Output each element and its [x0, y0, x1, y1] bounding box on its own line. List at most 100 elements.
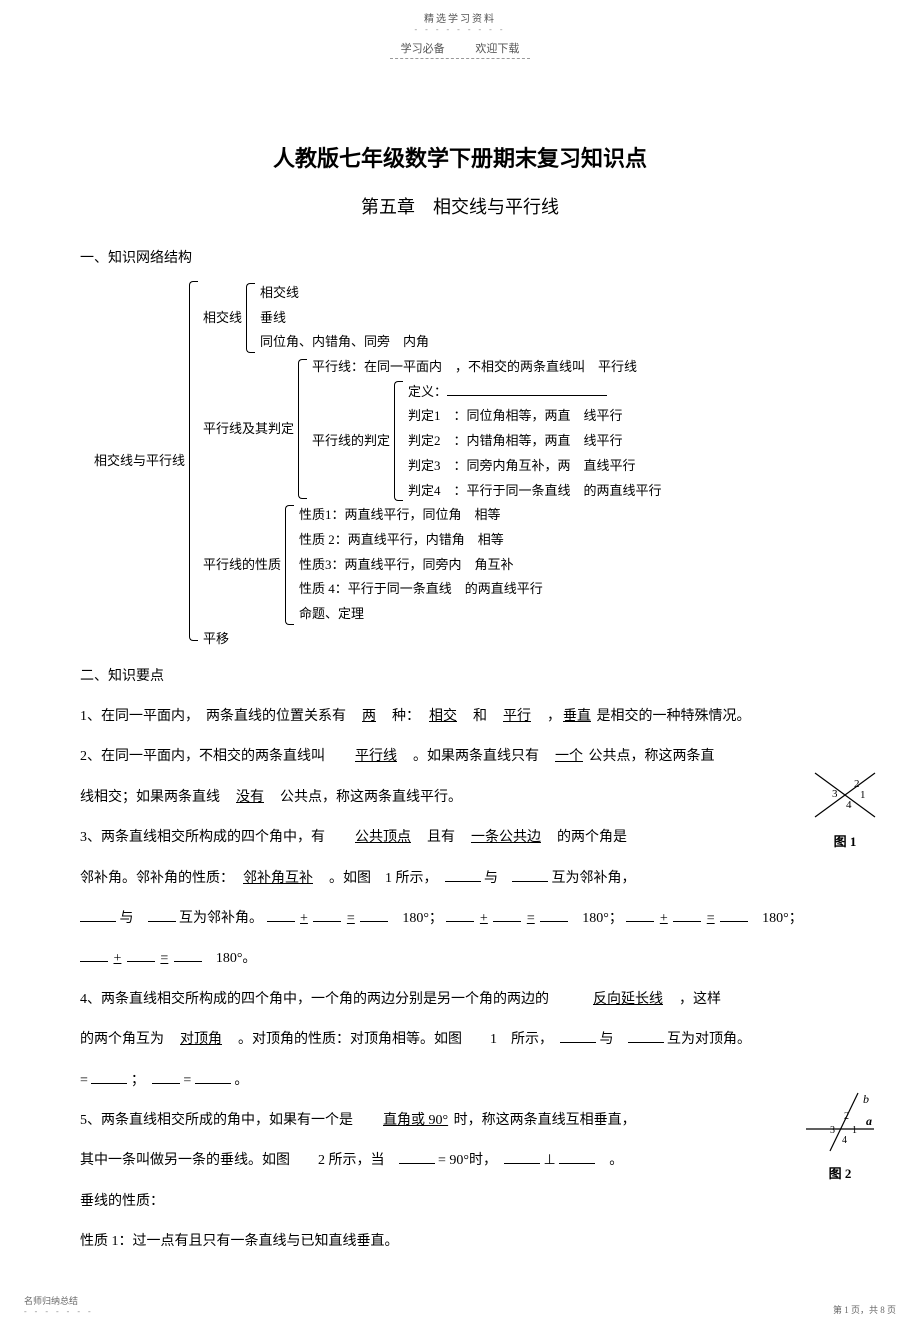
section-2-heading: 二、知识要点 [80, 665, 840, 685]
tree-n3a: 性质1：两直线平行，同位角 相等 [295, 503, 547, 528]
p2b: 平行线 [353, 749, 399, 764]
body-text: 2 1 3 4 图 1 b a 2 1 3 4 图 2 1、在同一平面内， 两条… [80, 699, 840, 1260]
p3p: 180°。 [216, 951, 257, 966]
p4k: = [183, 1073, 191, 1088]
fig2-n4: 4 [842, 1135, 847, 1146]
fig2-b: b [863, 1092, 869, 1106]
p3c: 且有 [413, 830, 469, 845]
tree-n1b: 垂线 [256, 306, 433, 331]
p1b: 两 [360, 709, 378, 724]
para-3d: + = 180°。 [80, 941, 840, 977]
para-4b: 的两个角互为 对顶角 。对顶角的性质：对顶角相等。如图 1 所示， 与 互为对顶… [80, 1022, 840, 1058]
content: 人教版七年级数学下册期末复习知识点 第五章 相交线与平行线 一、知识网络结构 相… [0, 61, 920, 1284]
tree-n2b0: 定义： [404, 380, 666, 405]
para-3b: 邻补角。邻补角的性质： 邻补角互补 。如图 1 所示， 与 互为邻补角， [80, 861, 840, 897]
para-3c: 与 互为邻补角。 + = 180°； + = 180°； + = 180°； [80, 901, 840, 937]
p4e: 对顶角 [178, 1032, 224, 1047]
p2e: 公共点，称这两条直 [585, 749, 715, 764]
p3g: 邻补角互补 [241, 871, 315, 886]
para-5d: 性质 1：过一点有且只有一条直线与已知直线垂直。 [80, 1224, 840, 1260]
p3n3: = [705, 911, 717, 926]
tree-root: 相交线与平行线 [90, 449, 189, 474]
tree-n3d: 性质 4：平行于同一条直线 的两直线平行 [295, 577, 547, 602]
tree-n2a: 平行线：在同一平面内 ，不相交的两条直线叫 平行线 [308, 355, 666, 380]
tree-n3b: 性质 2：两直线平行，内错角 相等 [295, 528, 547, 553]
p4a: 4、两条直线相交所构成的四个角中，一个角的两边分别是另一个角的两边的 [80, 992, 591, 1007]
p5b: 直角或 90° [381, 1113, 450, 1128]
p3o3: 180°； [762, 911, 803, 926]
para-3: 3、两条直线相交所构成的四个角中，有 公共顶点 且有 一条公共边 的两个角是 [80, 820, 840, 856]
tree-n2b3: 判定3 ：同旁内角互补，两 直线平行 [404, 454, 666, 479]
p4g: 与 [600, 1032, 628, 1047]
p1c: 种： [378, 709, 427, 724]
p2g: 没有 [234, 790, 266, 805]
tree-n1: 相交线 [199, 306, 246, 331]
p1i: 是相交的一种特殊情况。 [593, 709, 751, 724]
header-divider [390, 58, 530, 59]
header-sub: 学习必备 欢迎下载 [0, 40, 920, 56]
footer-left: 名师归纳总结 - - - - - - - [24, 1294, 94, 1316]
tree-n1a: 相交线 [256, 281, 433, 306]
para-4c: = ； = 。 [80, 1063, 840, 1099]
fig1-n1: 1 [860, 789, 866, 801]
p1h: 垂直 [561, 709, 593, 724]
p1g: ， [533, 709, 561, 724]
p3n2: = [525, 911, 537, 926]
p4i1: = [80, 1073, 88, 1088]
p3m4: + [112, 951, 124, 966]
p3n1: = [345, 911, 357, 926]
fig2-a: a [866, 1114, 872, 1128]
p3m2: + [478, 911, 490, 926]
p3m3: + [658, 911, 670, 926]
p4c: ，这样 [665, 992, 721, 1007]
knowledge-tree: 相交线与平行线 相交线 相交线 垂线 同位角、内错角、同旁 内角 平行线及其判定 [90, 281, 840, 641]
fig1-n4: 4 [846, 799, 852, 811]
p3a: 3、两条直线相交所构成的四个角中，有 [80, 830, 353, 845]
p2c: 。如果两条直线只有 [399, 749, 553, 764]
p5c: 时，称这两条直线互相垂直， [450, 1113, 636, 1128]
para-5c: 垂线的性质： [80, 1184, 840, 1220]
figure-2: b a 2 1 3 4 图 2 [800, 1089, 880, 1191]
p3n4: = [158, 951, 170, 966]
p5a: 5、两条直线相交所成的角中，如果有一个是 [80, 1113, 381, 1128]
p3j: 互为邻补角， [552, 871, 636, 886]
p4j: ； [131, 1073, 138, 1088]
tree-n2b4: 判定4 ：平行于同一条直线 的两直线平行 [404, 479, 666, 504]
p5f: ⊥ [544, 1153, 556, 1168]
tree-n4: 平移 [199, 627, 666, 652]
header-top: 精选学习资料 [0, 0, 920, 25]
fig2-n3: 3 [830, 1125, 835, 1136]
tree-n2b: 平行线的判定 [308, 429, 394, 454]
fig1-n2: 2 [854, 778, 860, 790]
p3m1: + [298, 911, 310, 926]
para-4: 4、两条直线相交所构成的四个角中，一个角的两边分别是另一个角的两边的 反向延长线… [80, 982, 840, 1018]
footer-right: 第 1 页，共 8 页 [833, 1303, 896, 1316]
p3i: 与 [484, 871, 512, 886]
p2f: 线相交；如果两条直线 [80, 790, 234, 805]
p2h: 公共点，称这两条直线平行。 [266, 790, 462, 805]
p2d: 一个 [553, 749, 585, 764]
footer-left-text: 名师归纳总结 [24, 1294, 94, 1307]
tree-n2b1: 判定1 ：同位角相等，两直 线平行 [404, 404, 666, 429]
p1d: 相交 [427, 709, 459, 724]
footer-dots: - - - - - - - [24, 1307, 94, 1316]
p3h: 。如图 1 所示， [315, 871, 445, 886]
figure-1: 2 1 3 4 图 1 [810, 767, 880, 859]
para-5b: 其中一条叫做另一条的垂线。如图 2 所示，当 = 90°时， ⊥ 。 [80, 1143, 840, 1179]
p3k: 与 [120, 911, 148, 926]
p3e: 的两个角是 [543, 830, 627, 845]
fig2-n1: 1 [852, 1125, 857, 1136]
page-title: 人教版七年级数学下册期末复习知识点 [80, 141, 840, 173]
header-dots: - - - - - - - - - [0, 25, 920, 34]
p1a: 1、在同一平面内， 两条直线的位置关系有 [80, 709, 360, 724]
p1f: 平行 [501, 709, 533, 724]
p3b: 公共顶点 [353, 830, 413, 845]
tree-n2: 平行线及其判定 [199, 417, 298, 442]
p4f: 。对顶角的性质：对顶角相等。如图 1 所示， [224, 1032, 560, 1047]
p5d: 其中一条叫做另一条的垂线。如图 2 所示，当 [80, 1153, 399, 1168]
p5g: 。 [609, 1153, 623, 1168]
page-subtitle: 第五章 相交线与平行线 [80, 193, 840, 219]
p3o2: 180°； [582, 911, 623, 926]
p4d: 的两个角互为 [80, 1032, 178, 1047]
header-left: 学习必备 [401, 43, 445, 55]
